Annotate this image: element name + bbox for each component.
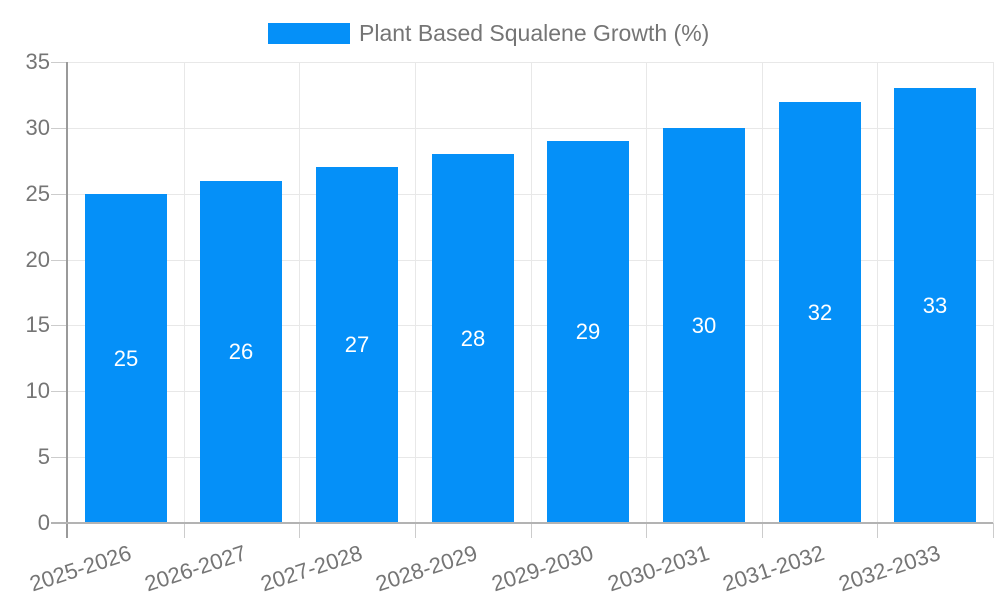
legend-series-label: Plant Based Squalene Growth (%)	[359, 20, 710, 46]
bar-value-label: 26	[228, 339, 254, 364]
x-axis-tick-label: 2028-2029	[373, 540, 481, 597]
x-gridline	[993, 62, 994, 523]
bar-value-label: 28	[460, 325, 486, 351]
y-axis-tick	[51, 391, 68, 392]
x-gridline	[299, 62, 300, 523]
x-axis-tick-label: 2029-2030	[488, 540, 597, 597]
x-gridline	[184, 62, 185, 523]
bar-value-label: 32	[807, 299, 833, 325]
x-axis-tick	[531, 523, 532, 538]
x-axis-tick	[299, 523, 300, 538]
bar[interactable]: 26	[200, 181, 282, 523]
y-axis-tick	[51, 457, 68, 458]
bar[interactable]: 30	[663, 128, 745, 523]
y-axis-tick-label: 25	[25, 181, 50, 206]
x-axis-tick	[184, 523, 185, 538]
x-axis-tick	[993, 523, 994, 538]
bar[interactable]: 33	[894, 88, 976, 523]
y-gridline	[68, 457, 993, 458]
bar[interactable]: 29	[547, 141, 629, 523]
y-gridline	[68, 62, 993, 63]
y-axis-tick	[51, 325, 68, 326]
x-axis-tick	[762, 523, 763, 538]
x-axis-tick	[646, 523, 647, 538]
y-axis-tick-label: 20	[25, 247, 50, 272]
x-gridline	[877, 62, 878, 523]
x-axis-tick-label: 2026-2027	[141, 540, 250, 597]
x-gridline	[531, 62, 532, 523]
y-axis-line	[66, 62, 68, 538]
x-axis-baseline	[51, 522, 993, 524]
y-gridline	[68, 128, 993, 129]
legend-swatch	[268, 23, 350, 44]
y-axis-tick	[51, 260, 68, 261]
y-axis-tick	[51, 128, 68, 129]
bar[interactable]: 32	[779, 102, 861, 523]
y-axis-tick-label: 15	[25, 312, 50, 337]
x-axis-tick-label: 2025-2026	[26, 540, 134, 597]
y-axis-tick-label: 35	[25, 49, 50, 74]
y-axis-tick-label: 30	[25, 115, 50, 140]
y-gridline	[68, 260, 993, 261]
bar[interactable]: 28	[432, 154, 514, 523]
y-gridline	[68, 391, 993, 392]
x-gridline	[415, 62, 416, 523]
y-axis-tick-label: 5	[37, 444, 50, 469]
x-axis-tick-label: 2027-2028	[257, 540, 366, 597]
y-gridline	[68, 194, 993, 195]
y-axis-tick-label: 0	[37, 510, 50, 535]
bar-value-label: 25	[113, 345, 139, 371]
y-axis-tick	[51, 194, 68, 195]
y-axis-tick	[51, 62, 68, 63]
bar-value-label: 30	[691, 312, 717, 338]
bar-value-label: 29	[575, 319, 601, 344]
x-axis-tick-label: 2032-2033	[835, 540, 944, 597]
bar-value-label: 33	[922, 292, 948, 318]
x-axis-tick	[877, 523, 878, 538]
y-gridline	[68, 325, 993, 326]
x-gridline	[646, 62, 647, 523]
x-axis-tick-label: 2031-2032	[719, 540, 828, 597]
x-gridline	[762, 62, 763, 523]
x-axis-tick	[415, 523, 416, 538]
bar[interactable]: 27	[316, 167, 398, 523]
x-axis-tick-label: 2030-2031	[604, 540, 713, 597]
legend: Plant Based Squalene Growth (%)	[268, 22, 709, 45]
y-axis-tick-label: 10	[25, 378, 50, 403]
bar[interactable]: 25	[85, 194, 167, 523]
bar-value-label: 27	[344, 332, 370, 357]
